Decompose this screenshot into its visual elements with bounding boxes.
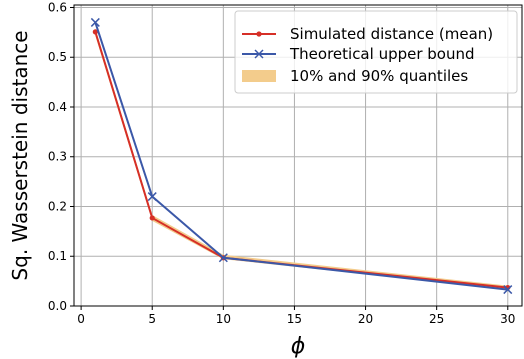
series-point bbox=[92, 29, 98, 35]
x-tick-label: 0 bbox=[77, 312, 85, 326]
series-point bbox=[254, 49, 264, 59]
legend: Simulated distance (mean) Theoretical upp… bbox=[234, 10, 518, 94]
plot-frame bbox=[73, 4, 523, 307]
x-marker-stroke bbox=[147, 192, 157, 202]
legend-item: Simulated distance (mean) bbox=[242, 25, 493, 43]
x-tick-label: 20 bbox=[358, 312, 373, 326]
x-tick-label: 10 bbox=[216, 312, 231, 326]
y-axis-label: Sq. Wasserstein distance bbox=[8, 30, 32, 280]
legend-label: 10% and 90% quantiles bbox=[290, 67, 468, 85]
series-point bbox=[218, 253, 228, 263]
series-point bbox=[147, 192, 157, 202]
x-axis-label: ϕ bbox=[291, 334, 306, 359]
legend-box bbox=[234, 10, 518, 94]
y-tick-label: 0.6 bbox=[48, 0, 67, 14]
x-axis-ticks: 0 5 10 15 20 25 30 bbox=[77, 306, 515, 326]
y-tick-label: 0.3 bbox=[48, 150, 67, 164]
legend-label: Simulated distance (mean) bbox=[290, 25, 493, 43]
series-point bbox=[90, 17, 100, 27]
x-tick-label: 30 bbox=[500, 312, 515, 326]
x-marker-stroke bbox=[503, 285, 513, 295]
x-marker-stroke bbox=[254, 49, 264, 59]
y-tick-label: 0.0 bbox=[48, 299, 67, 313]
x-marker-stroke bbox=[90, 17, 100, 27]
x-tick-label: 5 bbox=[148, 312, 156, 326]
y-tick-label: 0.2 bbox=[48, 199, 67, 213]
x-marker-stroke bbox=[218, 253, 228, 263]
y-tick-label: 0.4 bbox=[48, 100, 67, 114]
y-tick-label: 0.5 bbox=[48, 50, 67, 64]
legend-label: Theoretical upper bound bbox=[289, 45, 475, 63]
series-point bbox=[149, 215, 155, 221]
y-axis-ticks: 0.0 0.1 0.2 0.3 0.4 0.5 0.6 bbox=[48, 0, 74, 313]
series-layer bbox=[90, 17, 513, 295]
legend-item: 10% and 90% quantiles bbox=[242, 67, 468, 85]
x-tick-label: 15 bbox=[287, 312, 302, 326]
x-tick-label: 25 bbox=[429, 312, 444, 326]
y-tick-label: 0.1 bbox=[48, 249, 67, 263]
series-point bbox=[503, 285, 513, 295]
series-line bbox=[94, 22, 508, 291]
series-theoretical-bound bbox=[90, 17, 513, 295]
legend-swatch-band bbox=[242, 70, 276, 82]
series-point bbox=[256, 31, 262, 37]
legend-item: Theoretical upper bound bbox=[242, 45, 475, 63]
